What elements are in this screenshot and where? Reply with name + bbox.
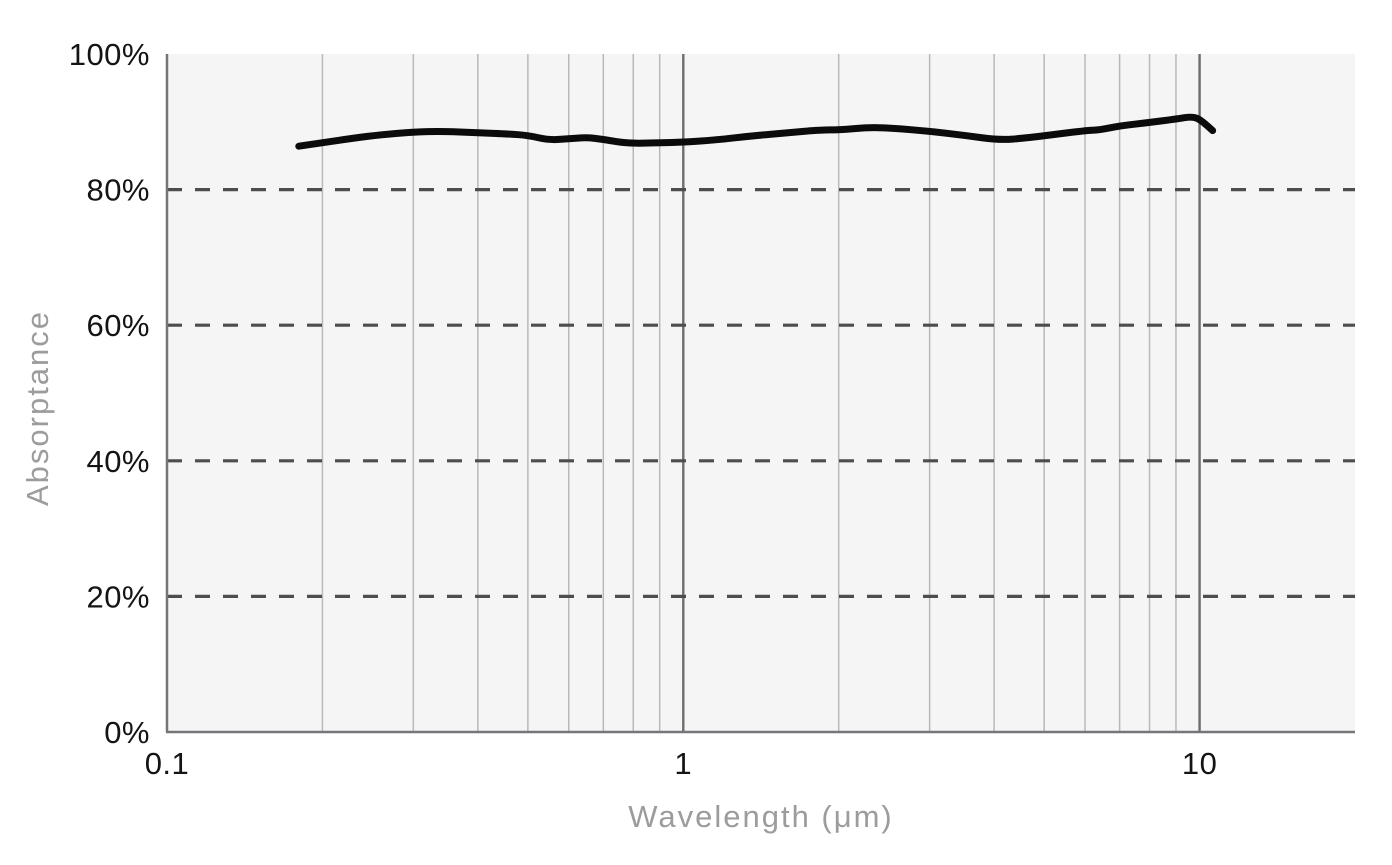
y-tick-label: 0% (104, 715, 150, 750)
y-tick-label: 40% (86, 444, 150, 479)
y-tick-label: 20% (86, 579, 150, 614)
y-tick-label: 60% (86, 308, 150, 343)
y-tick-label: 80% (86, 173, 150, 208)
x-tick-label: 0.1 (145, 746, 190, 781)
data-line (295, 113, 1217, 150)
x-axis-title: Wavelength (μm) (628, 799, 894, 834)
x-tick-label: 1 (674, 746, 692, 781)
y-axis-title: Absorptance (20, 309, 55, 507)
y-tick-label: 100% (69, 37, 150, 72)
plot-area (167, 54, 1355, 732)
x-tick-label: 10 (1182, 746, 1217, 781)
